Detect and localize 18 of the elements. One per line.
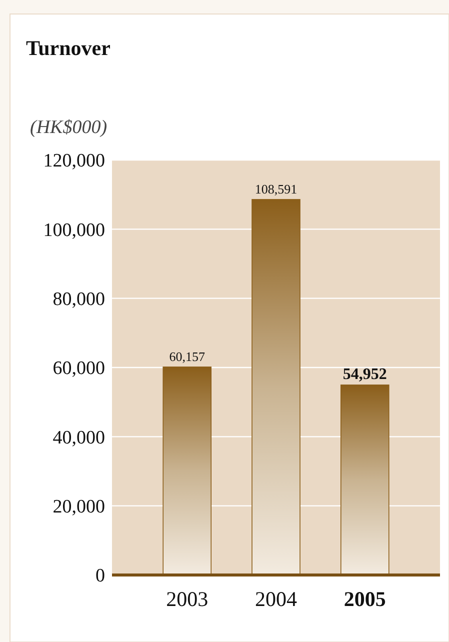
y-tick-label: 40,000 <box>52 427 105 448</box>
y-tick-label: 100,000 <box>43 220 105 241</box>
data-label: 108,591 <box>254 181 298 196</box>
chart-title: Turnover <box>26 36 110 60</box>
x-tick-label: 2005 <box>344 587 386 611</box>
y-tick-label: 120,000 <box>43 150 105 172</box>
data-label: 60,157 <box>169 348 206 364</box>
bar <box>162 366 212 576</box>
bar <box>340 384 390 576</box>
x-tick-label: 2003 <box>166 587 208 611</box>
y-tick-label: 20,000 <box>52 496 105 518</box>
y-tick-label: 60,000 <box>52 358 105 380</box>
y-axis-title: (HK$000) <box>30 117 108 138</box>
x-tick-label: 2004 <box>255 587 298 611</box>
bar <box>252 199 300 576</box>
y-tick-label: 0 <box>96 566 105 587</box>
y-tick-label: 80,000 <box>52 288 105 310</box>
data-label: 54,952 <box>342 366 387 383</box>
